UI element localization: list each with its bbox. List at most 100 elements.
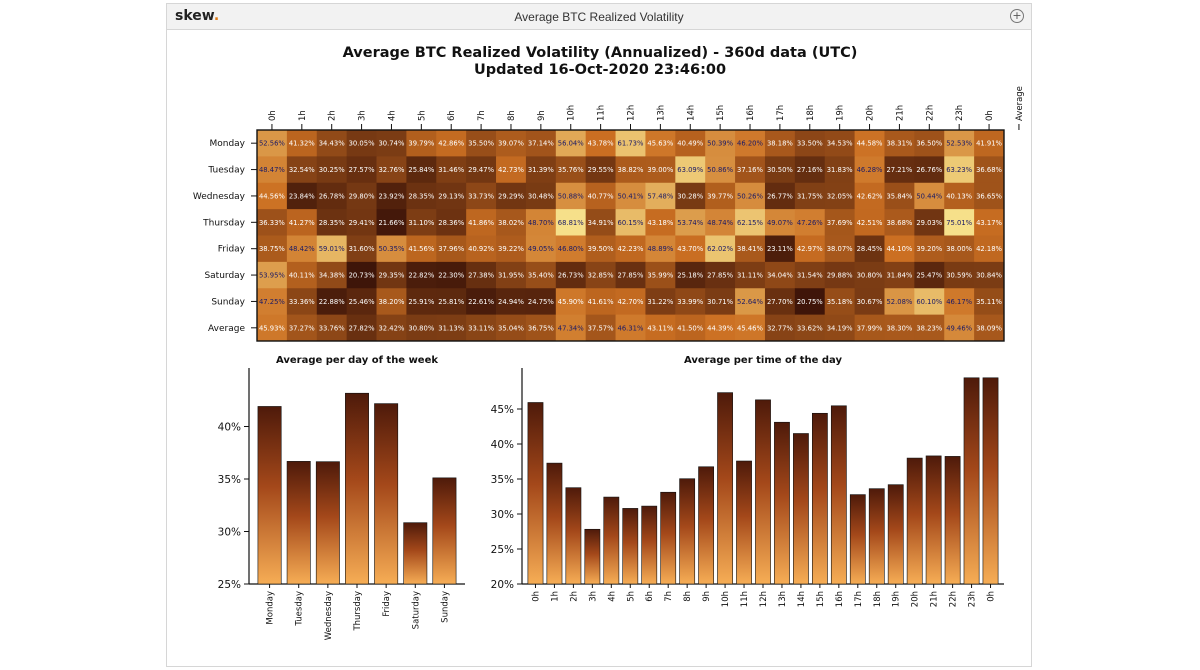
heatmap-cell-label: 42.51%	[857, 219, 883, 227]
skew-logo[interactable]: skew.	[175, 8, 219, 24]
heatmap-cell-label: 31.54%	[797, 272, 823, 280]
heatmap-row-label: Monday	[209, 139, 245, 149]
heatmap-cell-label: 50.88%	[558, 192, 584, 200]
heatmap-cell-label: 24.75%	[528, 298, 554, 306]
x-tick-label: 21h	[930, 591, 940, 607]
x-tick-label: 11h	[740, 591, 750, 607]
heatmap-cell-label: 24.94%	[498, 298, 524, 306]
x-tick-label: 7h	[664, 591, 674, 602]
heatmap-cell	[824, 209, 855, 236]
heatmap-cell-label: 32.05%	[827, 192, 853, 200]
heatmap-cell-label: 31.11%	[737, 272, 763, 280]
x-tick-label: 17h	[854, 591, 864, 607]
heatmap-cell-label: 29.55%	[588, 166, 614, 174]
heatmap-cell-label: 62.15%	[737, 219, 763, 227]
heatmap-cell	[854, 288, 885, 316]
heatmap-cell-label: 21.66%	[378, 219, 404, 227]
heatmap-cell-label: 38.68%	[886, 219, 912, 227]
heatmap-cell	[585, 209, 616, 236]
heatmap-cell-label: 28.35%	[408, 192, 434, 200]
heatmap-cell	[974, 182, 1005, 210]
heatmap-col-label: 23h	[955, 105, 965, 121]
heatmap-col-label: 7h	[477, 110, 487, 121]
bar	[887, 484, 904, 585]
heatmap-cell-label: 27.82%	[349, 324, 375, 332]
heatmap-cell	[555, 288, 587, 316]
heatmap-cell	[615, 182, 646, 210]
heatmap-cell-label: 25.84%	[408, 166, 434, 174]
heatmap-cell-label: 57.48%	[647, 192, 673, 200]
heatmap-cell	[914, 235, 945, 263]
heatmap-cell	[884, 314, 915, 342]
heatmap-cell-label: 26.77%	[767, 192, 793, 200]
heatmap-cell-label: 30.28%	[677, 192, 703, 200]
heatmap-cell	[257, 156, 288, 184]
heatmap-cell	[705, 288, 736, 316]
heatmap-cell	[406, 130, 437, 157]
heatmap-cell	[316, 130, 348, 157]
heatmap-cell-label: 41.86%	[468, 219, 494, 227]
heatmap-cell	[286, 288, 318, 316]
heatmap-cell	[496, 288, 527, 316]
heatmap-cell-label: 41.91%	[976, 140, 1002, 148]
heatmap-cell	[286, 314, 318, 342]
bar	[432, 477, 457, 585]
chart-title-line2: Updated 16-Oct-2020 23:46:00	[473, 62, 727, 78]
bar	[660, 491, 677, 585]
heatmap-cell	[735, 288, 766, 316]
heatmap-cell-label: 35.76%	[558, 166, 584, 174]
heatmap-cell	[525, 130, 557, 157]
heatmap-cell	[854, 314, 885, 342]
heatmap-cell-label: 25.47%	[916, 272, 942, 280]
heatmap-col-label: 0h	[985, 110, 995, 121]
heatmap-row-label: Friday	[218, 245, 246, 255]
heatmap-cell-label: 30.80%	[857, 272, 883, 280]
heatmap-cell-label: 35.99%	[647, 272, 673, 280]
heatmap-cell-label: 49.05%	[528, 245, 554, 253]
heatmap-cell	[436, 209, 467, 236]
heatmap-cell	[735, 156, 766, 184]
heatmap-cell-label: 42.86%	[438, 140, 464, 148]
heatmap-cell-label: 75.01%	[946, 219, 972, 227]
heatmap-cell	[764, 261, 796, 289]
heatmap-cell-label: 33.11%	[468, 324, 494, 332]
heatmap-cell	[974, 288, 1005, 316]
heatmap-cell	[645, 209, 676, 236]
bar-chart-title: Average per time of the day	[684, 355, 842, 366]
heatmap-cell	[466, 130, 497, 157]
heatmap-cell-label: 50.44%	[916, 192, 942, 200]
heatmap-cell-label: 35.40%	[528, 272, 554, 280]
heatmap-cell	[525, 182, 557, 210]
heatmap-cell-label: 59.01%	[319, 245, 345, 253]
heatmap-cell	[884, 130, 915, 157]
bar	[345, 392, 369, 585]
heatmap-cell-label: 46.20%	[737, 140, 763, 148]
heatmap-cell	[645, 130, 676, 157]
heatmap-cell-label: 27.70%	[767, 298, 793, 306]
heatmap-cell	[884, 288, 915, 316]
heatmap-cell-label: 50.39%	[707, 140, 733, 148]
heatmap-cell	[824, 235, 855, 263]
y-tick-label: 20%	[491, 579, 514, 591]
plus-circle-icon[interactable]: +	[1010, 9, 1024, 23]
heatmap-cell-label: 38.07%	[827, 245, 853, 253]
heatmap-cell-label: 39.79%	[408, 140, 434, 148]
heatmap-cell	[376, 314, 407, 342]
heatmap-cell	[705, 261, 736, 289]
heatmap-cell	[884, 261, 915, 289]
heatmap-cell-label: 30.74%	[378, 140, 404, 148]
heatmap-cell-label: 68.81%	[558, 219, 584, 227]
bar	[257, 406, 282, 585]
heatmap-cell	[436, 314, 467, 342]
chart-title-line1: Average BTC Realized Volatility (Annuali…	[342, 45, 858, 61]
heatmap-cell	[615, 261, 646, 289]
heatmap-cell-label: 23.84%	[289, 192, 315, 200]
heatmap-cell-label: 26.73%	[558, 272, 584, 280]
heatmap-cell-label: 33.62%	[797, 324, 823, 332]
x-tick-label: Monday	[266, 591, 276, 625]
heatmap-cell-label: 47.34%	[558, 324, 584, 332]
x-tick-label: Saturday	[411, 591, 421, 629]
x-tick-label: 19h	[892, 591, 902, 607]
x-tick-label: 10h	[721, 591, 731, 607]
heatmap-cell-label: 30.48%	[528, 192, 554, 200]
